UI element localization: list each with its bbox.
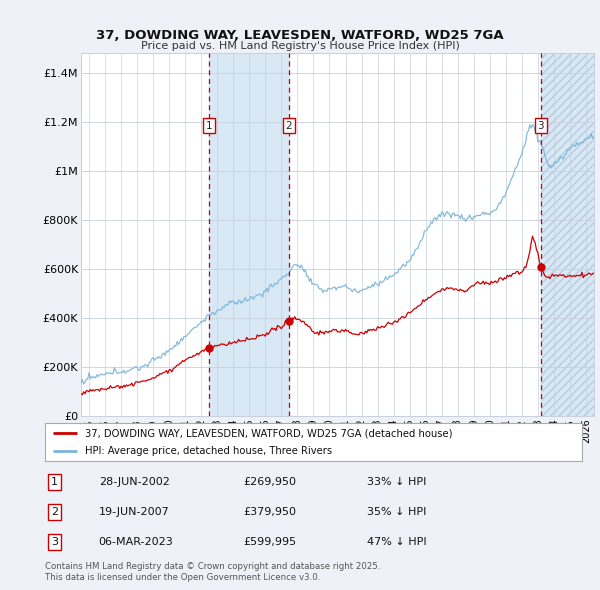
Text: HPI: Average price, detached house, Three Rivers: HPI: Average price, detached house, Thre… bbox=[85, 446, 332, 456]
Text: Price paid vs. HM Land Registry's House Price Index (HPI): Price paid vs. HM Land Registry's House … bbox=[140, 41, 460, 51]
Text: 37, DOWDING WAY, LEAVESDEN, WATFORD, WD25 7GA: 37, DOWDING WAY, LEAVESDEN, WATFORD, WD2… bbox=[96, 29, 504, 42]
Text: 1: 1 bbox=[51, 477, 58, 487]
Text: 3: 3 bbox=[538, 121, 544, 130]
Bar bbox=[541, 53, 594, 416]
Bar bbox=[541, 53, 594, 416]
Text: 2: 2 bbox=[51, 507, 58, 517]
Text: 1: 1 bbox=[206, 121, 212, 130]
Text: 37, DOWDING WAY, LEAVESDEN, WATFORD, WD25 7GA (detached house): 37, DOWDING WAY, LEAVESDEN, WATFORD, WD2… bbox=[85, 428, 453, 438]
Text: 2: 2 bbox=[286, 121, 292, 130]
Text: 28-JUN-2002: 28-JUN-2002 bbox=[98, 477, 170, 487]
Text: £269,950: £269,950 bbox=[244, 477, 296, 487]
Bar bbox=[209, 53, 289, 416]
Text: £379,950: £379,950 bbox=[244, 507, 296, 517]
Text: Contains HM Land Registry data © Crown copyright and database right 2025.
This d: Contains HM Land Registry data © Crown c… bbox=[45, 562, 380, 582]
Text: 19-JUN-2007: 19-JUN-2007 bbox=[98, 507, 169, 517]
Text: 33% ↓ HPI: 33% ↓ HPI bbox=[367, 477, 427, 487]
Text: 35% ↓ HPI: 35% ↓ HPI bbox=[367, 507, 427, 517]
Text: 06-MAR-2023: 06-MAR-2023 bbox=[98, 537, 173, 547]
Text: 47% ↓ HPI: 47% ↓ HPI bbox=[367, 537, 427, 547]
Text: 3: 3 bbox=[51, 537, 58, 547]
Text: £599,995: £599,995 bbox=[244, 537, 297, 547]
